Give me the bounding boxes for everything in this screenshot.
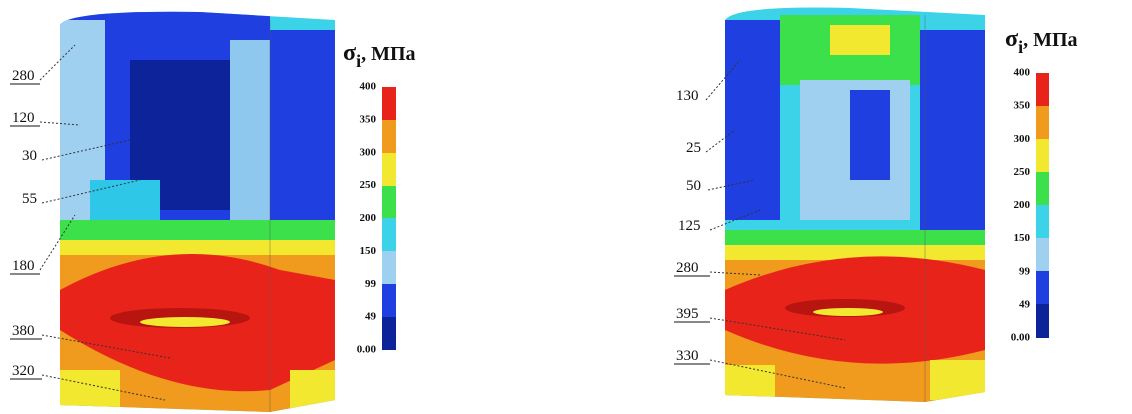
colorbar-tick-label: 200: [1014, 199, 1031, 211]
label: 380: [12, 323, 35, 339]
colorbar-left: [382, 87, 396, 350]
stress-body-left: [55, 0, 345, 414]
colorbar-tick-label: 300: [360, 146, 377, 158]
colorbar-tick-label: 150: [1014, 232, 1031, 244]
figure: 280 120 30 55 180 380 320 130 25 50 125 …: [0, 0, 1132, 414]
labels-left: 280 120 30 55 180 380 320: [10, 68, 42, 379]
label: 120: [12, 110, 35, 126]
colorbar-tick-label: 49: [365, 311, 377, 323]
label: 280: [12, 68, 35, 84]
label: 55: [22, 191, 37, 207]
colorbar-tick-label: 99: [365, 278, 377, 290]
colorbar-tick-label: 400: [1014, 67, 1031, 79]
colorbar-tick-label: 400: [360, 81, 377, 93]
colorbar-tick-label: 99: [1019, 265, 1031, 277]
stress-body-right: [720, 0, 990, 410]
colorbar-tick-label: 49: [1019, 298, 1031, 310]
colorbar-right: [1036, 73, 1049, 338]
label: 130: [676, 88, 699, 104]
colorbar-tick-label: 150: [360, 245, 377, 257]
label: 50: [686, 178, 701, 194]
label: 25: [686, 140, 701, 156]
label: 330: [676, 348, 699, 364]
colorbar-tick-label: 350: [1014, 100, 1031, 112]
label: 125: [678, 218, 701, 234]
label: 320: [12, 363, 35, 379]
colorbar-tick-label: 200: [360, 212, 377, 224]
label: 180: [12, 258, 35, 274]
colorbar-tick-label: 250: [1014, 166, 1031, 178]
label: 30: [22, 148, 37, 164]
colorbar-tick-label: 350: [360, 113, 377, 125]
label: 280: [676, 260, 699, 276]
label: 395: [676, 306, 699, 322]
colorbar-title: σi, МПа: [1005, 26, 1078, 57]
colorbar-tick-label: 0.00: [357, 344, 377, 356]
colorbar-title: σi, МПа: [343, 40, 416, 71]
colorbar-tick-label: 300: [1014, 133, 1031, 145]
colorbar-tick-label: 0.00: [1011, 332, 1031, 344]
colorbar-tick-label: 250: [360, 179, 377, 191]
labels-right: 130 25 50 125 280 395 330: [674, 88, 710, 364]
